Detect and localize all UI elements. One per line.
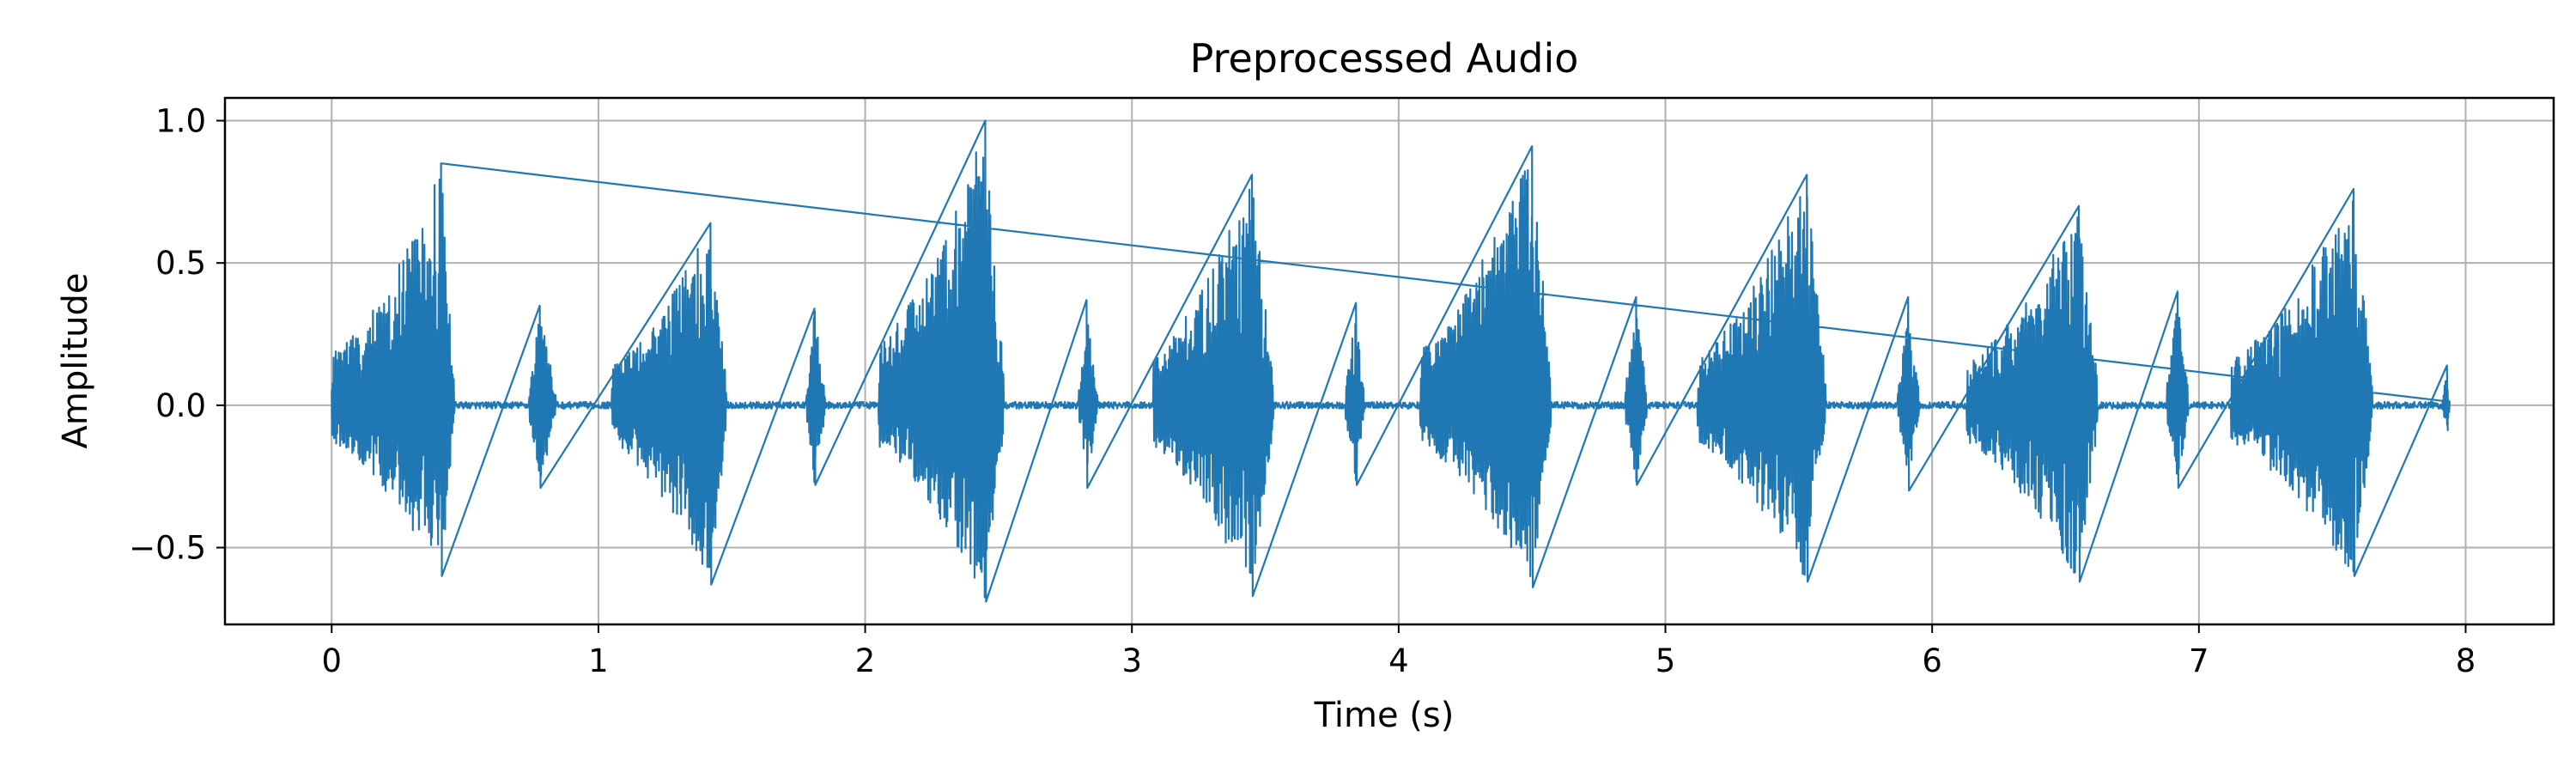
plot-area bbox=[331, 119, 2451, 603]
chart-title: Preprocessed Audio bbox=[1190, 35, 1579, 82]
x-axis: 0 1 2 3 4 5 6 7 8 bbox=[321, 624, 2476, 679]
y-tick-label: 0.0 bbox=[155, 387, 206, 424]
axes-frame bbox=[223, 96, 2555, 626]
x-tick-label: 0 bbox=[321, 642, 342, 679]
y-tick-label: −0.5 bbox=[129, 530, 206, 567]
x-tick-label: 4 bbox=[1388, 642, 1409, 679]
x-tick-label: 5 bbox=[1656, 642, 1676, 679]
x-tick-label: 7 bbox=[2189, 642, 2209, 679]
x-axis-label: Time (s) bbox=[1314, 696, 1455, 735]
y-tick-label: 1.0 bbox=[155, 103, 206, 140]
x-tick-label: 3 bbox=[1121, 642, 1142, 679]
waveform-series-line bbox=[331, 119, 2451, 603]
y-axis-label: Amplitude bbox=[56, 273, 95, 449]
x-tick-label: 2 bbox=[855, 642, 876, 679]
y-tick-label: 0.5 bbox=[155, 245, 206, 282]
x-tick-label: 6 bbox=[1922, 642, 1942, 679]
x-tick-label: 1 bbox=[588, 642, 609, 679]
y-axis: −0.5 0.0 0.5 1.0 bbox=[129, 103, 225, 567]
x-tick-label: 8 bbox=[2456, 642, 2476, 679]
